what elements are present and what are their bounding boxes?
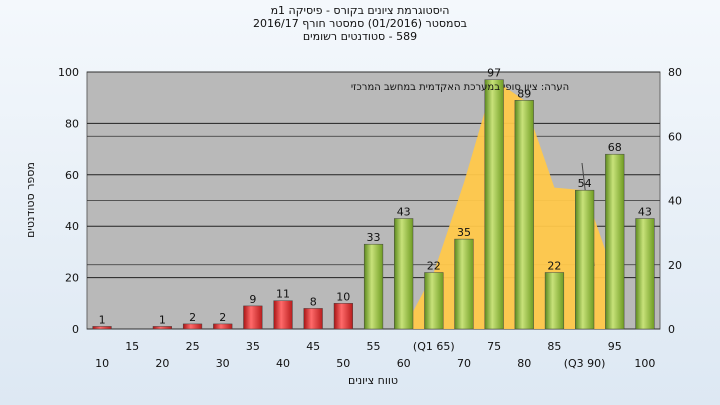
x-tick-label: 10	[95, 357, 109, 370]
x-tick-label: 45	[306, 340, 320, 353]
x-tick-label: 75	[487, 340, 501, 353]
bar-70	[454, 238, 474, 330]
x-tick-label: 95	[608, 340, 622, 353]
y2-tick-label: 20	[668, 259, 682, 272]
data-label-55: 33	[367, 231, 381, 244]
x-tick-label: 40	[276, 357, 290, 370]
bar-75	[484, 79, 504, 330]
x-tick-label: 80	[517, 357, 531, 370]
y-tick-label: 60	[65, 169, 79, 182]
bar-80	[514, 100, 534, 330]
x-tick-label: 60	[397, 357, 411, 370]
x-tick-label: 25	[186, 340, 200, 353]
bar-35	[243, 305, 263, 330]
y-axis-right: 0 20 40 60 80	[668, 66, 682, 336]
data-label-95: 68	[608, 141, 622, 154]
bars-group	[92, 79, 655, 330]
x-tick-label: 55	[367, 340, 381, 353]
x-tick-label: (Q3 90)	[564, 357, 606, 370]
data-label-75: 97	[487, 67, 501, 80]
bar-10	[92, 326, 112, 330]
x-tick-label: 30	[216, 357, 230, 370]
bar-90	[575, 189, 595, 330]
y-tick-label: 20	[65, 272, 79, 285]
bar-25	[182, 323, 203, 330]
y2-tick-label: 80	[668, 66, 682, 79]
data-label-70: 35	[457, 226, 471, 239]
x-tick-label: 85	[547, 340, 561, 353]
bar-100	[635, 218, 655, 330]
x-tick-label: 100	[634, 357, 655, 370]
data-label-90: 54	[578, 177, 592, 190]
bar-60	[394, 218, 414, 330]
chart-subtitle: בסמסטר (01/2016) סמסטר חורף 2016/17	[253, 17, 467, 30]
bar-65	[424, 272, 444, 330]
chart-title: היסטוגרמת ציונים בקורס - פיסיקה 1מ	[270, 4, 450, 17]
y2-tick-label: 40	[668, 195, 682, 208]
x-tick-label: 15	[125, 340, 139, 353]
bar-45	[303, 308, 323, 330]
x-tick-label: 70	[457, 357, 471, 370]
y-axis-title: מספר סטודנטים	[24, 162, 37, 238]
data-label-85: 22	[547, 260, 561, 273]
data-label-10: 1	[99, 313, 106, 326]
y-axis-left: 0 20 40 60 80 100	[58, 66, 79, 336]
chart-title-block: היסטוגרמת ציונים בקורס - פיסיקה 1מ בסמסט…	[0, 4, 720, 43]
y2-tick-label: 60	[668, 130, 682, 143]
bar-20	[152, 326, 172, 330]
bar-30	[213, 323, 233, 330]
data-label-30: 2	[219, 311, 226, 324]
registered-count: 589 - סטודנטים רשומים	[302, 30, 418, 43]
bar-50	[333, 303, 353, 330]
bar-95	[605, 153, 625, 330]
x-axis-title: טווח ציונים	[348, 374, 398, 387]
x-tick-label: 35	[246, 340, 260, 353]
y-tick-label: 40	[65, 220, 79, 233]
x-tick-label: 50	[336, 357, 350, 370]
data-label-65: 22	[427, 260, 441, 273]
data-label-80: 89	[517, 87, 531, 100]
y-tick-label: 80	[65, 117, 79, 130]
y-tick-label: 0	[72, 323, 79, 336]
data-label-50: 10	[336, 290, 350, 303]
x-axis: 10 15 20 25 30 35 40 45 50 55 60(Q1 65)70 75 80 85(Q3…	[95, 340, 655, 370]
bar-85	[544, 272, 565, 330]
x-tick-label: (Q1 65)	[413, 340, 455, 353]
data-label-100: 43	[638, 206, 652, 219]
bar-40	[273, 300, 293, 330]
data-label-40: 11	[276, 288, 290, 301]
y-tick-label: 100	[58, 66, 79, 79]
x-tick-label: 20	[155, 357, 169, 370]
data-label-45: 8	[310, 295, 317, 308]
y2-tick-label: 0	[668, 323, 675, 336]
data-label-35: 9	[249, 293, 256, 306]
data-label-60: 43	[397, 206, 411, 219]
data-label-25: 2	[189, 311, 196, 324]
chart-note: הערה: ציון סופי במערכת האקדמית במחשב המר…	[351, 82, 569, 93]
bar-55	[363, 243, 384, 330]
data-label-20: 1	[159, 313, 166, 326]
